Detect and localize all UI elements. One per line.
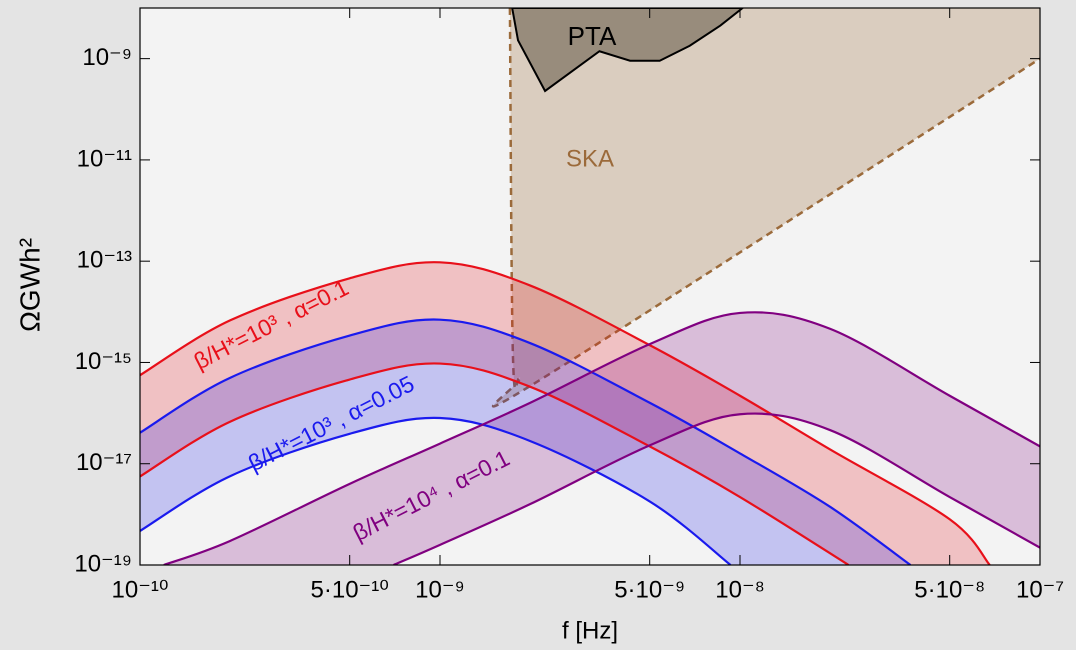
y-tick-label: 10⁻¹⁷ — [76, 449, 132, 476]
y-tick-label: 10⁻¹⁹ — [74, 550, 132, 577]
x-tick-label: 10⁻⁹ — [415, 576, 465, 603]
y-axis-label: ΩGWh² — [14, 238, 45, 332]
x-tick-label: 5·10⁻⁸ — [914, 576, 985, 603]
y-tick-label: 10⁻⁹ — [82, 44, 132, 71]
region-label: PTA — [568, 21, 617, 51]
x-tick-label: 5·10⁻¹⁰ — [311, 576, 389, 603]
x-tick-label: 10⁻⁸ — [715, 576, 765, 603]
chart: f [Hz] ΩGWh² 10⁻¹⁰ 5·10⁻¹⁰ 10⁻⁹ 5·10⁻⁹ 10⁻⁸ 5… — [0, 0, 1076, 650]
x-tick-label: 10⁻¹⁰ — [112, 576, 169, 603]
x-tick-label: 10⁻⁷ — [1016, 576, 1064, 603]
x-tick-label: 5·10⁻⁹ — [614, 576, 685, 603]
region-label: SKA — [566, 145, 614, 172]
y-tick-label: 10⁻¹³ — [77, 247, 132, 274]
x-axis-label: f [Hz] — [562, 617, 618, 644]
page: f [Hz] ΩGWh² 10⁻¹⁰ 5·10⁻¹⁰ 10⁻⁹ 5·10⁻⁹ 10⁻⁸ 5… — [0, 0, 1076, 650]
y-tick-label: 10⁻¹⁵ — [75, 348, 132, 375]
y-tick-label: 10⁻¹¹ — [77, 145, 132, 172]
